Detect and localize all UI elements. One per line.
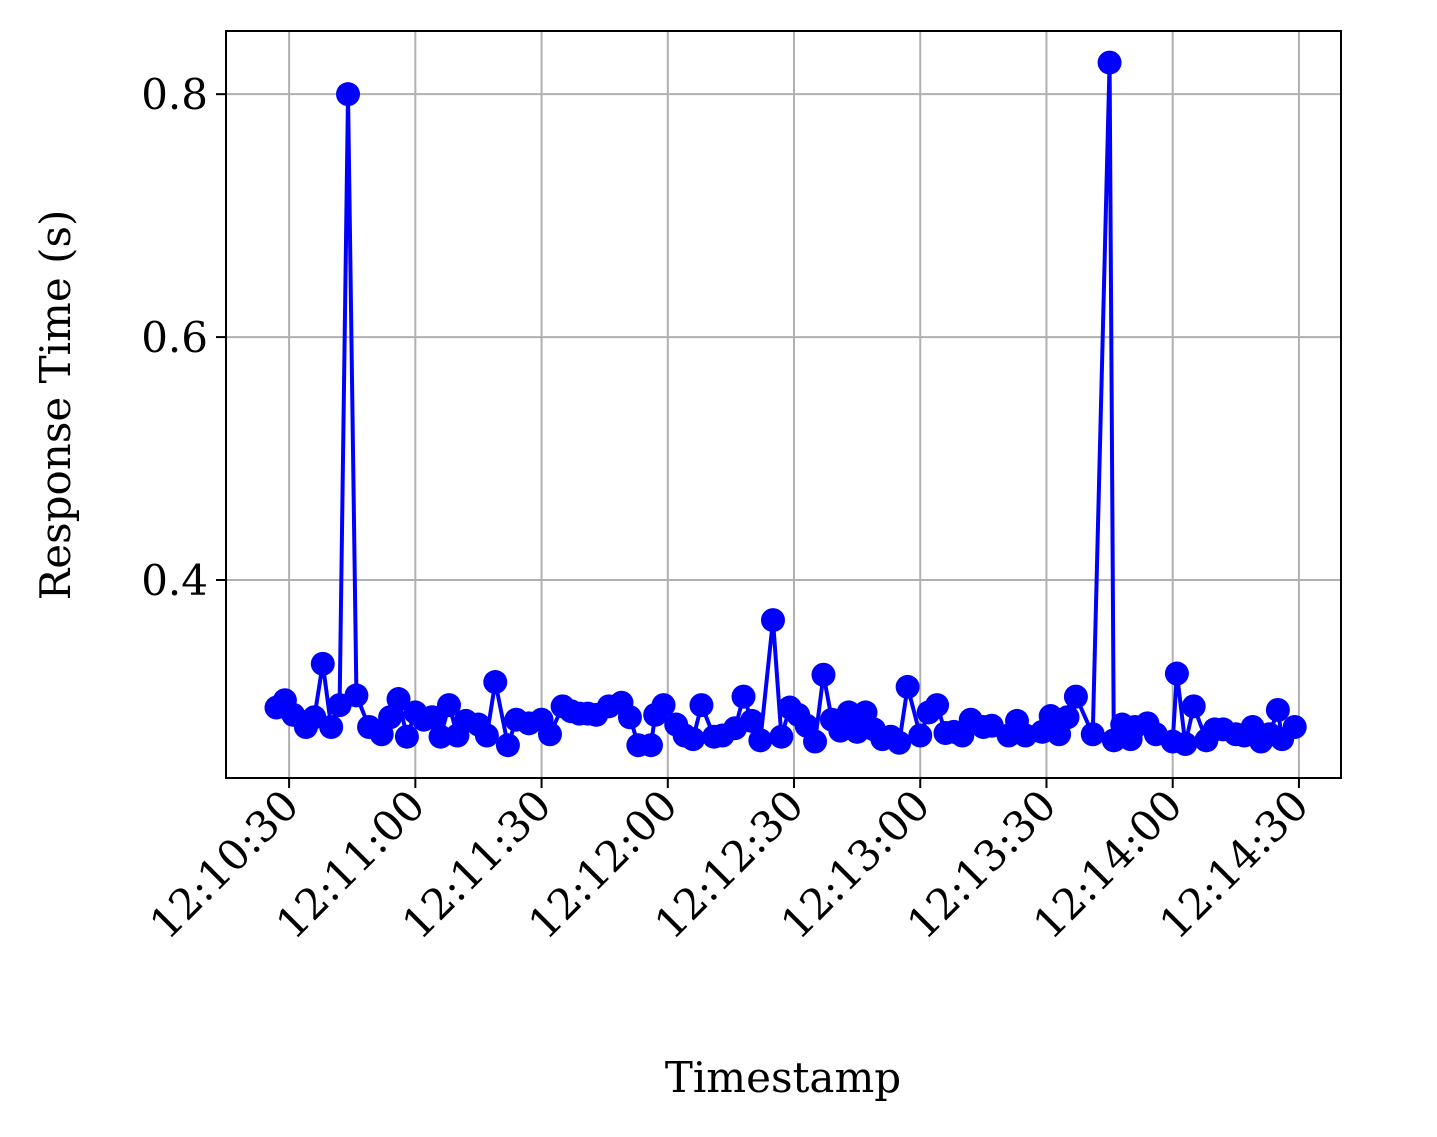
data-point (1097, 50, 1122, 75)
data-point (1173, 731, 1198, 756)
data-point (651, 693, 676, 718)
data-point (336, 82, 361, 107)
data-point (319, 714, 344, 739)
data-point (378, 705, 403, 730)
data-point (495, 733, 520, 758)
data-point (310, 651, 335, 676)
data-point (386, 687, 411, 712)
data-point (483, 670, 508, 695)
data-point (731, 684, 756, 709)
y-tick-label: 0.6 (141, 313, 208, 362)
data-point (1265, 697, 1290, 722)
y-tick-label: 0.8 (141, 70, 208, 119)
data-point (420, 705, 445, 730)
data-point (925, 693, 950, 718)
data-point (895, 674, 920, 699)
data-point (537, 722, 562, 747)
data-point (437, 693, 461, 718)
data-point (887, 730, 912, 755)
data-point (908, 723, 933, 748)
y-axis-label: Response Time (s) (31, 210, 80, 601)
data-point (638, 733, 663, 758)
data-point (1063, 684, 1088, 709)
data-line (275, 62, 1297, 754)
data-point (760, 608, 785, 633)
data-point (803, 729, 828, 754)
x-axis-label: Timestamp (665, 1053, 901, 1102)
data-point (769, 724, 794, 749)
data-point (344, 683, 369, 708)
plot-frame (225, 30, 1342, 779)
data-point (1080, 722, 1105, 747)
data-point (1055, 705, 1080, 730)
data-point (739, 708, 764, 733)
data-point (474, 723, 499, 748)
data-point (617, 705, 642, 730)
data-point (836, 700, 861, 725)
data-point (1164, 661, 1189, 686)
data-point (748, 728, 773, 753)
data-point (1181, 694, 1206, 719)
data-point (394, 724, 419, 749)
y-tick-label: 0.4 (141, 556, 208, 605)
data-point (689, 693, 714, 718)
data-point (681, 727, 706, 752)
data-point (1282, 714, 1307, 739)
data-point (811, 662, 836, 687)
